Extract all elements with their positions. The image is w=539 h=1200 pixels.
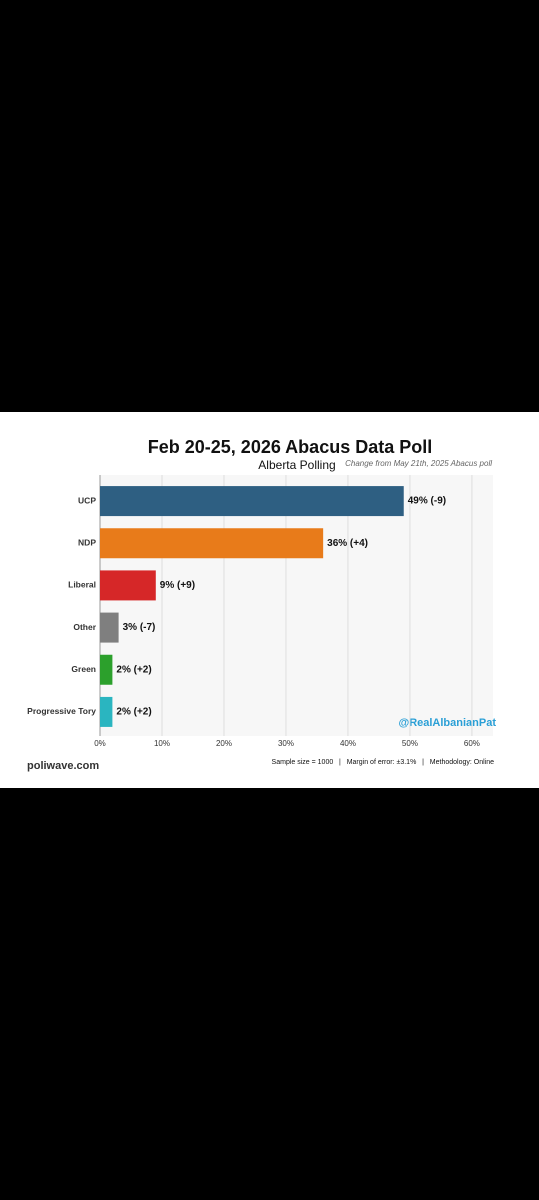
x-tick-label: 30% bbox=[278, 739, 294, 748]
footer: Sample size = 1000 | Margin of error: ±3… bbox=[272, 759, 495, 766]
data-label: 36% (+4) bbox=[327, 538, 368, 549]
x-tick-label: 10% bbox=[154, 739, 170, 748]
chart-title: Feb 20-25, 2026 Abacus Data Poll bbox=[148, 437, 432, 457]
data-label: 49% (-9) bbox=[408, 496, 446, 507]
x-tick-label: 0% bbox=[94, 739, 106, 748]
source: poliwave.com bbox=[27, 760, 99, 772]
data-label: 2% (+2) bbox=[116, 707, 151, 718]
watermark: @RealAlbanianPat bbox=[398, 717, 496, 729]
x-tick-label: 20% bbox=[216, 739, 232, 748]
y-tick-label: Progressive Tory bbox=[27, 706, 96, 716]
bar bbox=[100, 486, 404, 517]
bar bbox=[100, 654, 113, 685]
bar bbox=[100, 528, 324, 559]
y-tick-label: UCP bbox=[78, 495, 96, 505]
note: Change from May 21th, 2025 Abacus poll bbox=[345, 459, 492, 468]
y-tick-label: Green bbox=[71, 664, 96, 674]
plot-area bbox=[100, 475, 493, 736]
x-tick-label: 60% bbox=[464, 739, 480, 748]
bar bbox=[100, 612, 119, 643]
y-tick-label: Other bbox=[73, 622, 96, 632]
chart-subtitle: Alberta Polling bbox=[258, 458, 335, 472]
x-tick-label: 50% bbox=[402, 739, 418, 748]
marks: UCP 49% (-9) NDP 36% (+4) Liberal 9% (+9) Othe… bbox=[27, 486, 446, 727]
data-label: 3% (-7) bbox=[123, 622, 156, 633]
bar bbox=[100, 570, 156, 601]
bar bbox=[100, 696, 113, 727]
data-label: 9% (+9) bbox=[160, 580, 195, 591]
y-tick-label: NDP bbox=[78, 538, 96, 548]
x-tick-label: 40% bbox=[340, 739, 356, 748]
data-label: 2% (+2) bbox=[116, 664, 151, 675]
grid: 0% 10% 20% 30% 40% 50% 60% bbox=[94, 475, 480, 748]
y-tick-label: Liberal bbox=[68, 580, 96, 590]
